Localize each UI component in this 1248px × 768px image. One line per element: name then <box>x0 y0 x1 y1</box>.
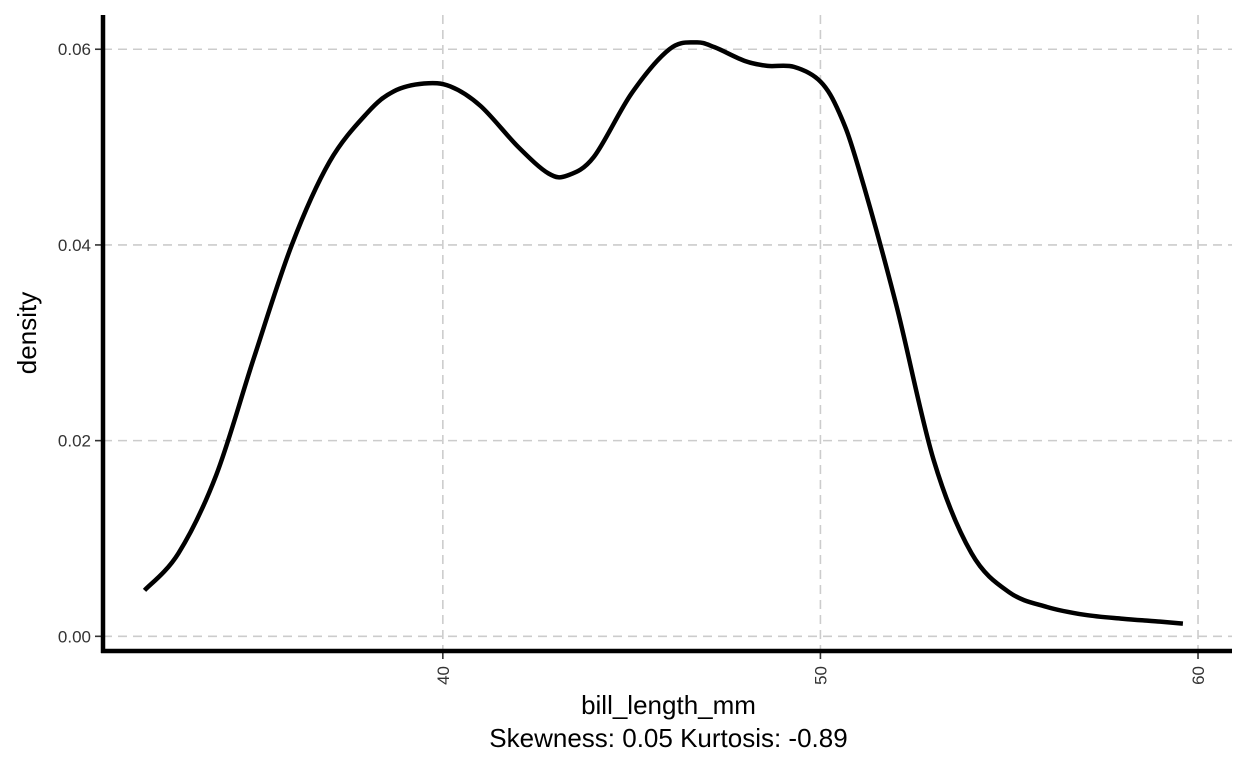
y-tick-label: 0.04 <box>58 236 91 255</box>
x-tick-label: 50 <box>811 666 830 685</box>
y-tick-label: 0.06 <box>58 40 91 59</box>
x-axis-title: bill_length_mm <box>581 690 756 720</box>
x-grid-lines <box>442 15 1199 651</box>
series-layer <box>142 40 1184 626</box>
y-axis-title: density <box>12 292 42 374</box>
x-axis-ticks: 40 50 60 <box>434 653 1208 685</box>
y-grid-lines <box>103 48 1232 638</box>
x-tick-label: 60 <box>1189 666 1208 685</box>
chart-caption: Skewness: 0.05 Kurtosis: -0.89 <box>489 723 847 753</box>
x-tick-label: 40 <box>434 666 453 685</box>
density-curve <box>142 40 1184 626</box>
y-axis-ticks: 0.00 0.02 0.04 0.06 <box>58 40 101 646</box>
y-tick-label: 0.00 <box>58 627 91 646</box>
y-tick-label: 0.02 <box>58 432 91 451</box>
